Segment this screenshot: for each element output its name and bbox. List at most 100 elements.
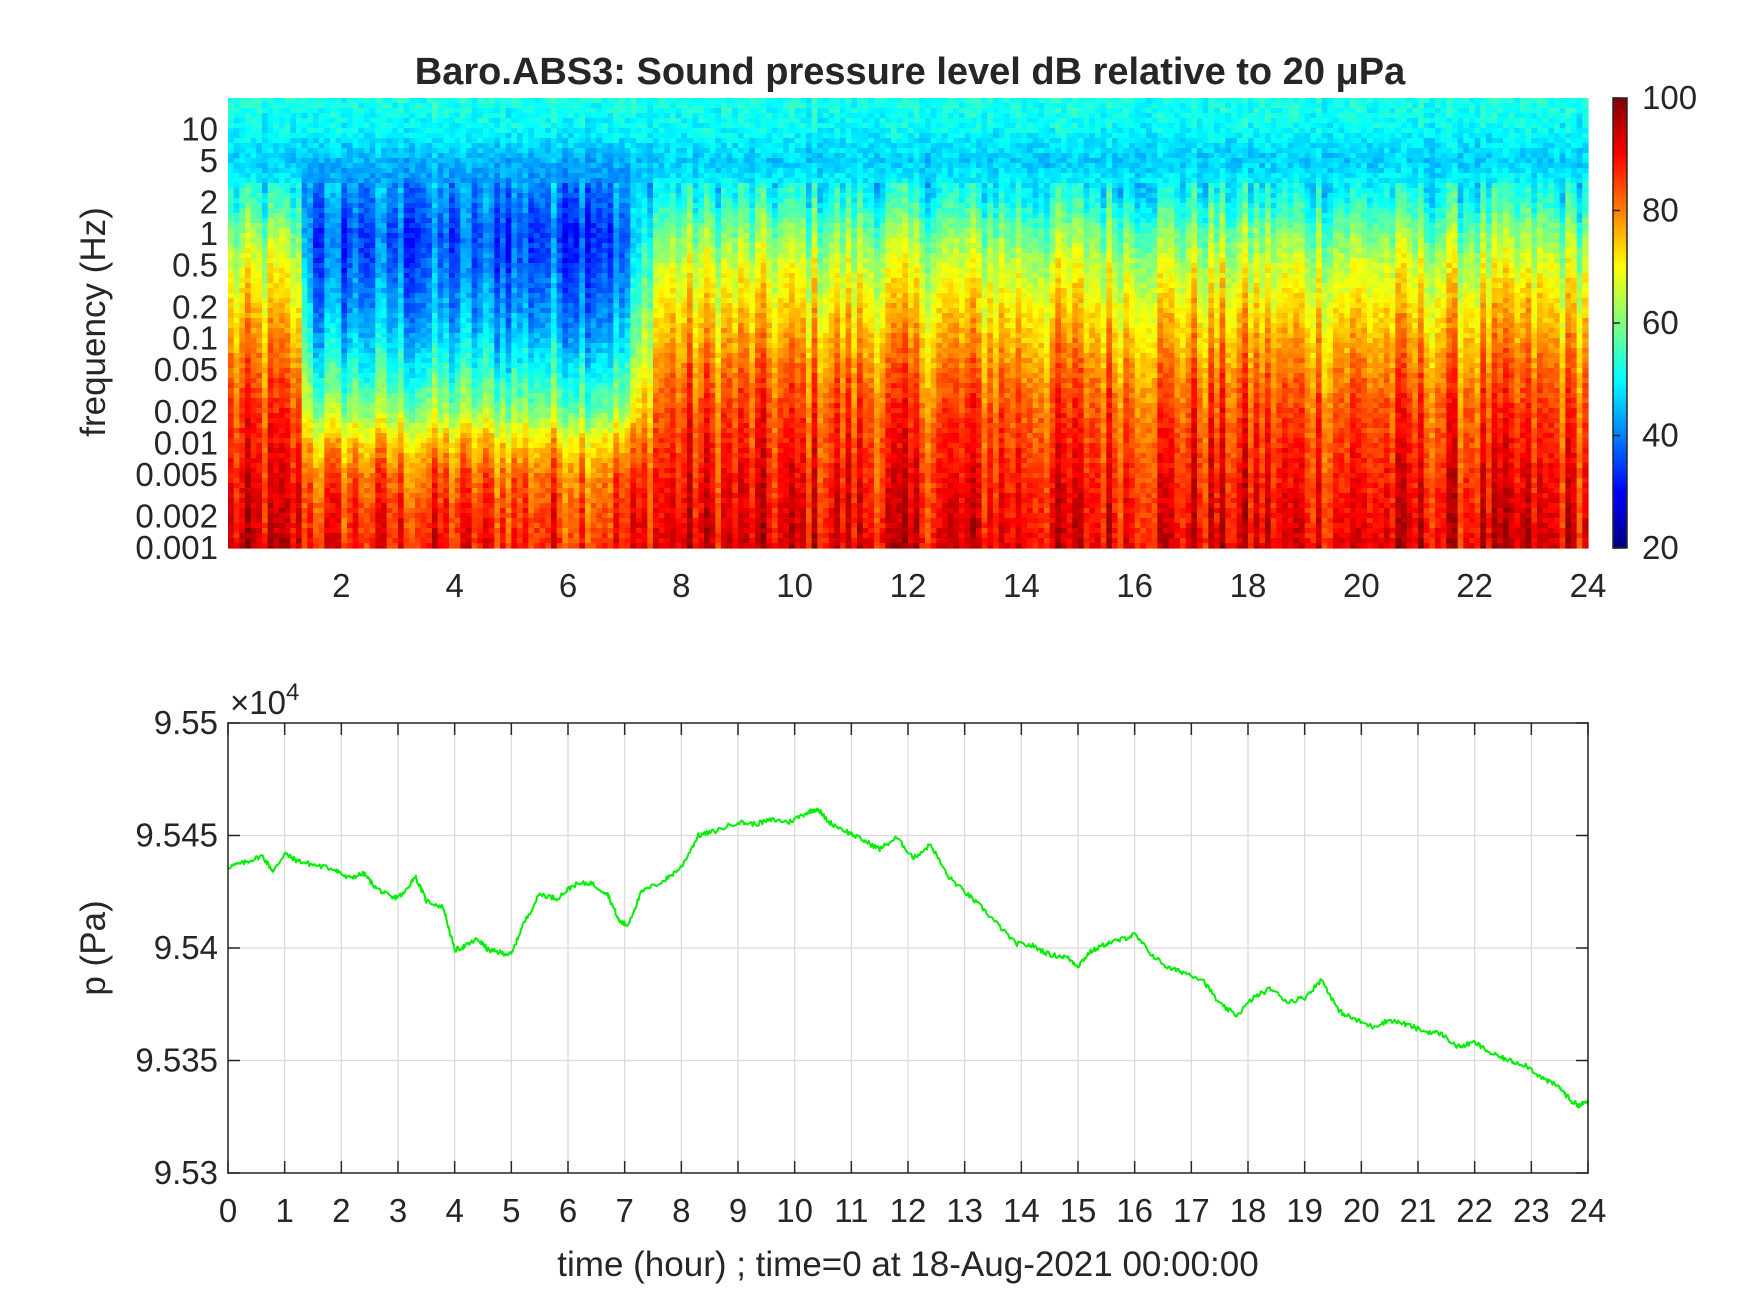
spectrogram-cell xyxy=(494,483,500,489)
spectrogram-cell xyxy=(466,403,472,409)
spectrogram-cell xyxy=(387,448,393,454)
spectrogram-cell xyxy=(528,223,534,229)
spectrogram-cell xyxy=(302,118,308,124)
spectrogram-cell xyxy=(460,468,466,474)
spectrogram-cell xyxy=(262,473,268,479)
spectrogram-cell xyxy=(290,448,296,454)
spectrogram-cell xyxy=(279,218,285,224)
spectrogram-cell xyxy=(472,108,478,114)
spectrogram-cell xyxy=(228,538,234,544)
spectrogram-cell xyxy=(415,273,421,279)
spectrogram-cell xyxy=(262,223,268,229)
spectrogram-cell xyxy=(353,213,359,219)
spectrogram-cell xyxy=(245,178,251,184)
spectrogram-cell xyxy=(364,198,370,204)
spectrogram-cell xyxy=(313,503,319,509)
spectrogram-cell xyxy=(262,298,268,304)
spectrogram-cell xyxy=(347,313,353,319)
spectrogram-cell xyxy=(358,363,364,369)
spectrogram-cell xyxy=(449,523,455,529)
spectrogram-cell xyxy=(273,448,279,454)
spectrogram-cell xyxy=(307,543,313,549)
spectrogram-cell xyxy=(256,183,262,189)
spectrogram-cell xyxy=(336,118,342,124)
spectrogram-cell xyxy=(234,413,240,419)
spectrogram-cell xyxy=(262,443,268,449)
spectrogram-cell xyxy=(455,383,461,389)
spectrogram-cell xyxy=(347,263,353,269)
spectrogram-cell xyxy=(381,443,387,449)
spectrogram-cell xyxy=(528,173,534,179)
spectrogram-cell xyxy=(319,418,325,424)
spectrogram-cell xyxy=(449,98,455,104)
spectrogram-cell xyxy=(245,388,251,394)
spectrogram-cell xyxy=(455,118,461,124)
spectrogram-cell xyxy=(273,163,279,169)
spectrogram-cell xyxy=(324,248,330,254)
spectrogram-cell xyxy=(415,408,421,414)
spectrogram-cell xyxy=(409,373,415,379)
spectrogram-cell xyxy=(358,258,364,264)
spectrogram-cell xyxy=(228,508,234,514)
spectrogram-cell xyxy=(500,438,506,444)
spectrogram-cell xyxy=(506,173,512,179)
spectrogram-cell xyxy=(460,428,466,434)
spectrogram-cell xyxy=(336,108,342,114)
spectrogram-cell xyxy=(296,338,302,344)
spectrogram-cell xyxy=(443,383,449,389)
spectrogram-cell xyxy=(370,308,376,314)
spectrogram-cell xyxy=(336,458,342,464)
spectrogram-cell xyxy=(370,538,376,544)
spectrogram-cell xyxy=(511,388,517,394)
spectrogram-cell xyxy=(392,428,398,434)
spectrogram-cell xyxy=(285,528,291,534)
spectrogram-cell xyxy=(302,453,308,459)
spectrogram-cell xyxy=(262,438,268,444)
spectrogram-cell xyxy=(449,408,455,414)
spectrogram-cell xyxy=(460,308,466,314)
spectrogram-cell xyxy=(534,393,540,399)
spectrogram-cell xyxy=(262,418,268,424)
spectrogram-cell xyxy=(443,278,449,284)
spectrogram-cell xyxy=(228,448,234,454)
spectrogram-cell xyxy=(228,513,234,519)
spectrogram-cell xyxy=(455,308,461,314)
spectrogram-cell xyxy=(426,118,432,124)
spectrogram-cell xyxy=(511,423,517,429)
spectrogram-cell xyxy=(251,503,257,509)
spectrogram-cell xyxy=(324,168,330,174)
spectrogram-cell xyxy=(421,423,427,429)
spectrogram-cell xyxy=(455,338,461,344)
spectrogram-cell xyxy=(290,478,296,484)
spectrogram-cell xyxy=(523,538,529,544)
spectrogram-cell xyxy=(409,463,415,469)
spectrogram-cell xyxy=(494,498,500,504)
spectrogram-cell xyxy=(324,288,330,294)
spectrogram-cell xyxy=(489,378,495,384)
spectrogram-cell xyxy=(239,383,245,389)
spectrogram-cell xyxy=(290,253,296,259)
spectrogram-cell xyxy=(483,158,489,164)
spectrogram-cell xyxy=(438,513,444,519)
spectrogram-cell xyxy=(517,348,523,354)
spectrogram-cell xyxy=(239,448,245,454)
spectrogram-cell xyxy=(319,308,325,314)
spectrogram-cell xyxy=(251,308,257,314)
spectrogram-cell xyxy=(426,483,432,489)
spectrogram-cell xyxy=(477,543,483,549)
spectrogram-cell xyxy=(506,498,512,504)
spectrogram-cell xyxy=(336,478,342,484)
spectrogram-cell xyxy=(375,293,381,299)
spectrogram-cell xyxy=(489,308,495,314)
spectrogram-cell xyxy=(313,403,319,409)
spectrogram-cell xyxy=(285,313,291,319)
spectrogram-cell xyxy=(466,353,472,359)
spectrogram-cell xyxy=(324,208,330,214)
spectrogram-cell xyxy=(494,118,500,124)
spectrogram-cell xyxy=(511,293,517,299)
spectrogram-cell xyxy=(336,473,342,479)
spectrogram-cell xyxy=(370,453,376,459)
spectrogram-cell xyxy=(426,148,432,154)
spectrogram-cell xyxy=(347,513,353,519)
spectrogram-cell xyxy=(472,423,478,429)
